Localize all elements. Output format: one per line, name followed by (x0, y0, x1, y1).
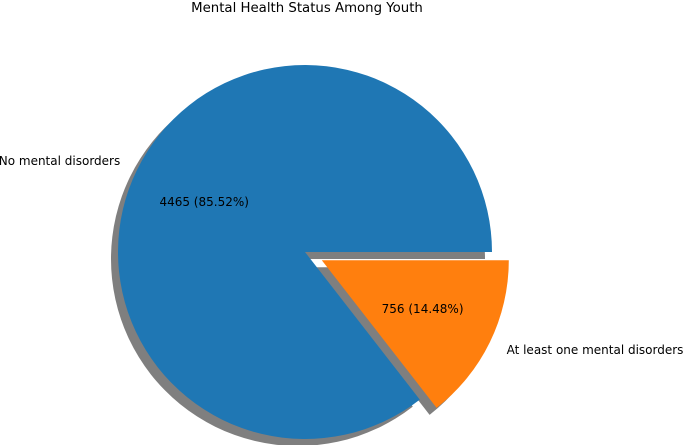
pie-slices (118, 65, 509, 440)
data-label-no-mental-disorders: 4465 (85.52%) (159, 195, 248, 209)
category-label-at-least-one-mental-disorders: At least one mental disorders (507, 343, 684, 357)
category-label-no-mental-disorders: No mental disorders (0, 154, 120, 168)
chart-title: Mental Health Status Among Youth (191, 1, 423, 16)
slice-at-least-one-mental-disorders (321, 260, 509, 408)
data-label-at-least-one-mental-disorders: 756 (14.48%) (382, 302, 464, 316)
slice-labels: No mental disorders 4465 (85.52%) At least… (0, 154, 683, 357)
slice-no-mental-disorders (118, 65, 493, 440)
